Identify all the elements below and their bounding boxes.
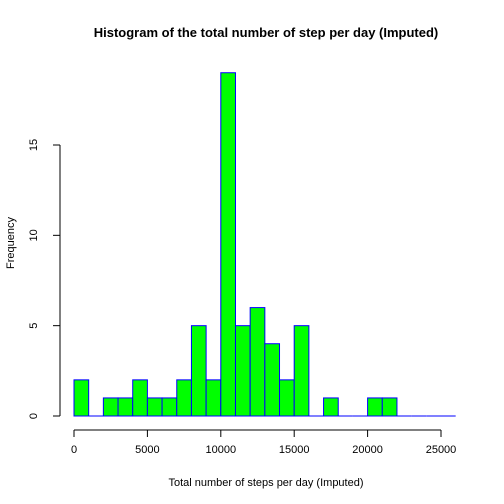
histogram-bar bbox=[176, 379, 192, 417]
histogram-bar bbox=[279, 379, 295, 417]
y-tick-label: 15 bbox=[28, 139, 40, 151]
histogram-bar bbox=[161, 397, 178, 417]
bars-group bbox=[73, 72, 456, 417]
histogram-bar bbox=[220, 72, 236, 417]
histogram-bar bbox=[234, 325, 251, 417]
histogram-bar bbox=[264, 343, 281, 417]
x-tick-label: 25000 bbox=[426, 444, 457, 456]
y-tick-label: 10 bbox=[28, 229, 40, 241]
histogram-bar bbox=[190, 325, 207, 417]
histogram-bar bbox=[73, 379, 90, 417]
histogram-bar bbox=[293, 325, 310, 417]
y-tick-label: 0 bbox=[28, 413, 40, 419]
chart-title: Histogram of the total number of step pe… bbox=[94, 25, 439, 40]
x-axis-label: Total number of steps per day (Imputed) bbox=[168, 477, 363, 489]
histogram-bar bbox=[367, 397, 383, 417]
x-tick-label: 15000 bbox=[279, 444, 310, 456]
x-axis: 0 5000 10000 15000 20000 25000 bbox=[71, 429, 457, 456]
y-axis-label: Frequency bbox=[5, 217, 17, 269]
histogram-bar bbox=[117, 397, 134, 417]
histogram-bar bbox=[132, 379, 148, 417]
histogram-bar bbox=[323, 397, 339, 417]
histogram-bar bbox=[102, 397, 119, 417]
y-axis: 0 5 10 15 bbox=[28, 139, 61, 419]
histogram-bar bbox=[381, 397, 398, 417]
x-tick-label: 10000 bbox=[206, 444, 237, 456]
y-tick-label: 5 bbox=[28, 323, 40, 329]
histogram-bar bbox=[205, 379, 222, 417]
histogram-bar bbox=[249, 307, 266, 417]
x-tick-label: 5000 bbox=[135, 444, 159, 456]
x-tick-label: 0 bbox=[71, 444, 77, 456]
histogram-bar bbox=[146, 397, 163, 417]
x-tick-label: 20000 bbox=[352, 444, 383, 456]
